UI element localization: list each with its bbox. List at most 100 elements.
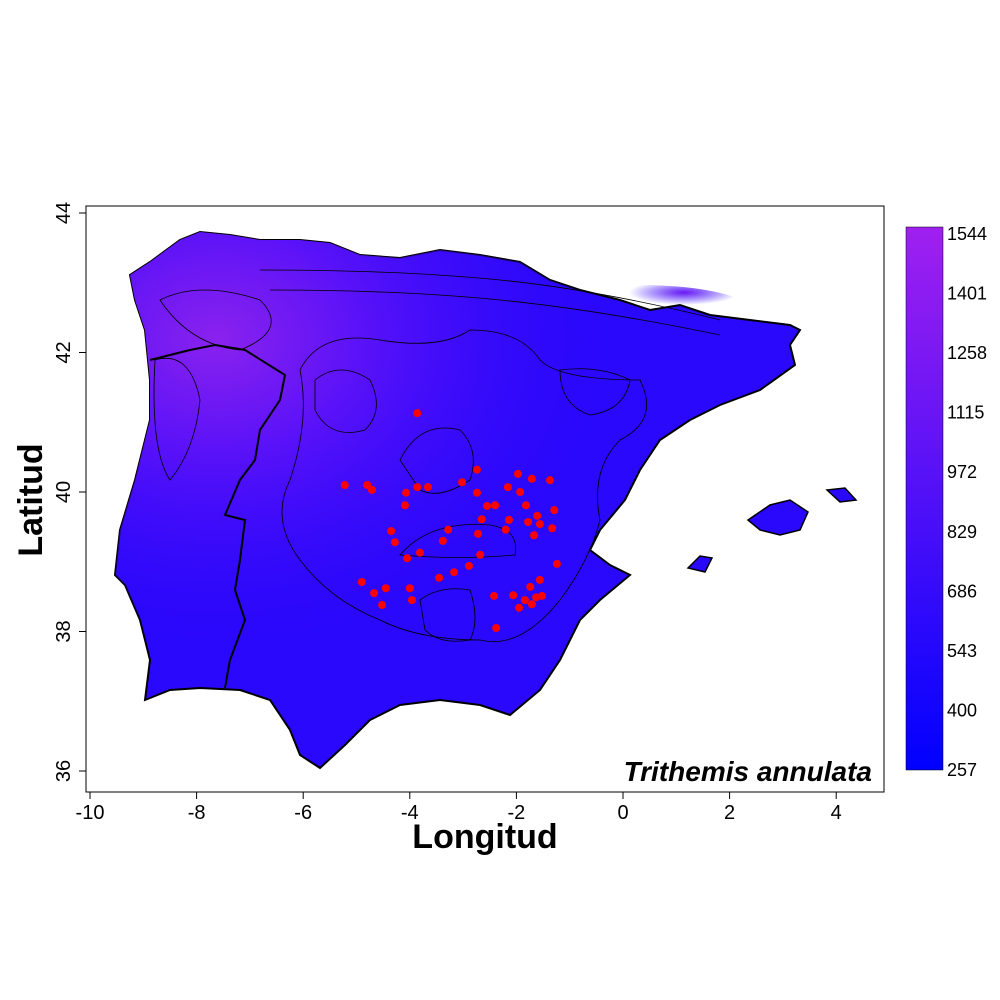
- occurrence-point: [504, 515, 513, 524]
- occurrence-point: [413, 483, 422, 492]
- y-tick-label: 44: [53, 202, 75, 224]
- portugal-spain-border: [149, 343, 287, 689]
- colorbar-label: 543: [947, 641, 977, 661]
- occurrence-point: [438, 536, 447, 545]
- ibiza-island: [686, 555, 714, 573]
- colorbar-label: 829: [947, 522, 977, 542]
- x-tick-label: -2: [508, 802, 526, 824]
- occurrence-point: [476, 550, 485, 559]
- occurrence-point: [490, 591, 499, 600]
- occurrence-point: [387, 527, 396, 536]
- occurrence-point: [492, 624, 501, 633]
- occurrence-point: [503, 483, 512, 492]
- occurrence-point: [545, 476, 554, 485]
- occurrence-point: [535, 520, 544, 529]
- occurrence-point: [527, 600, 536, 609]
- colorbar-label: 1115: [947, 403, 984, 423]
- occurrence-point: [529, 531, 538, 540]
- occurrence-point: [474, 529, 483, 538]
- y-tick-label: 40: [53, 481, 75, 503]
- y-tick-label: 38: [53, 620, 75, 642]
- occurrence-point: [444, 525, 453, 534]
- occurrence-point: [524, 517, 533, 526]
- occurrence-point: [413, 409, 422, 418]
- y-axis-label: Latitud: [12, 443, 50, 556]
- occurrence-point: [533, 511, 542, 520]
- occurrence-point: [405, 584, 414, 593]
- occurrence-point: [535, 575, 544, 584]
- x-axis: -10 -8 -6 -4 -2 0 2 4: [76, 791, 842, 824]
- contour-lines: [153, 269, 721, 642]
- contour-line: [153, 358, 201, 481]
- contour-line: [269, 289, 721, 336]
- occurrence-point: [402, 488, 411, 497]
- species-label: Trithemis annulata: [624, 756, 872, 787]
- occurrence-point: [435, 573, 444, 582]
- contour-line: [399, 427, 474, 494]
- contour-line: [259, 269, 721, 321]
- occurrence-point: [527, 474, 536, 483]
- colorbar-label: 972: [947, 462, 977, 482]
- colorbar-label: 1258: [947, 343, 987, 363]
- contour-line: [419, 588, 476, 642]
- mallorca-island: [746, 499, 809, 536]
- occurrence-point: [552, 559, 561, 568]
- occurrence-point: [548, 524, 557, 533]
- occurrence-point: [472, 465, 481, 474]
- colorbar-legend: 1544 1401 1258 1115 972 829 686 543 400 257: [905, 224, 987, 780]
- x-tick-label: 2: [724, 802, 735, 824]
- occurrence-point: [378, 600, 387, 609]
- contour-line: [281, 329, 648, 642]
- occurrence-point: [515, 603, 524, 612]
- contour-line: [159, 289, 272, 351]
- occurrence-point: [401, 501, 410, 510]
- nw-high-region: [115, 232, 800, 768]
- occurrence-point: [526, 582, 535, 591]
- occurrence-point: [550, 506, 559, 515]
- occurrence-point: [390, 538, 399, 547]
- x-tick-label: -6: [294, 802, 312, 824]
- occurrence-point: [403, 554, 412, 563]
- pyrenees-high-region: [530, 285, 750, 335]
- y-tick-label: 42: [53, 341, 75, 363]
- occurrence-point: [501, 525, 510, 534]
- occurrence-point: [407, 596, 416, 605]
- occurrence-point: [477, 515, 486, 524]
- occurrence-point: [423, 483, 432, 492]
- occurrence-point: [370, 589, 379, 598]
- x-tick-label: 4: [831, 802, 842, 824]
- menorca-island: [825, 487, 858, 503]
- contour-line: [399, 524, 517, 558]
- y-axis: 36 38 40 42 44: [53, 202, 87, 782]
- iberia-map: [113, 230, 858, 770]
- occurrence-point: [458, 478, 467, 487]
- colorbar-label: 257: [947, 760, 977, 780]
- occurrence-point: [520, 596, 529, 605]
- contour-line: [314, 369, 377, 433]
- occurrence-point: [367, 485, 376, 494]
- occurrence-point: [464, 561, 473, 570]
- y-tick-label: 36: [53, 760, 75, 782]
- occurrence-point: [381, 584, 390, 593]
- occurrence-point: [340, 481, 349, 490]
- colorbar-label: 400: [947, 700, 977, 720]
- colorbar-label: 1544: [947, 224, 987, 244]
- occurrence-point: [415, 548, 424, 557]
- colorbar: [905, 226, 944, 771]
- x-tick-label: 0: [617, 802, 628, 824]
- x-tick-label: -10: [76, 802, 105, 824]
- occurrence-point: [516, 488, 525, 496]
- occurrence-point: [363, 481, 372, 490]
- occurrence-point: [509, 591, 518, 600]
- occurrence-point: [450, 568, 459, 577]
- x-tick-label: -4: [401, 802, 419, 824]
- contour-line: [559, 368, 631, 416]
- occurrence-point: [521, 501, 530, 510]
- occurrence-point: [483, 501, 492, 510]
- colorbar-label: 686: [947, 581, 977, 601]
- occurrence-point: [513, 469, 522, 478]
- colorbar-label: 1401: [947, 284, 987, 304]
- occurrence-point: [357, 577, 366, 586]
- x-tick-label: -8: [188, 802, 206, 824]
